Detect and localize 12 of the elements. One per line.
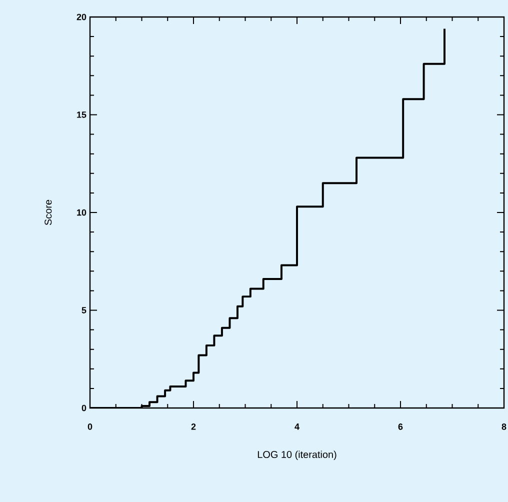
x-axis-title: LOG 10 (iteration) — [258, 450, 336, 460]
x-tick-label: 6 — [398, 424, 403, 430]
y-tick-label: 20 — [76, 14, 86, 20]
x-tick-label: 2 — [191, 424, 196, 430]
y-tick-label: 10 — [77, 209, 86, 216]
y-tick-label: 0 — [82, 404, 86, 412]
y-axis-title: Score — [44, 200, 52, 226]
x-tick-label: 0 — [88, 424, 92, 430]
y-tick-label: 5 — [82, 307, 86, 314]
x-tick-label: 8 — [502, 424, 506, 430]
y-tick-label: 15 — [77, 112, 86, 118]
x-tick-label: 4 — [294, 424, 300, 430]
